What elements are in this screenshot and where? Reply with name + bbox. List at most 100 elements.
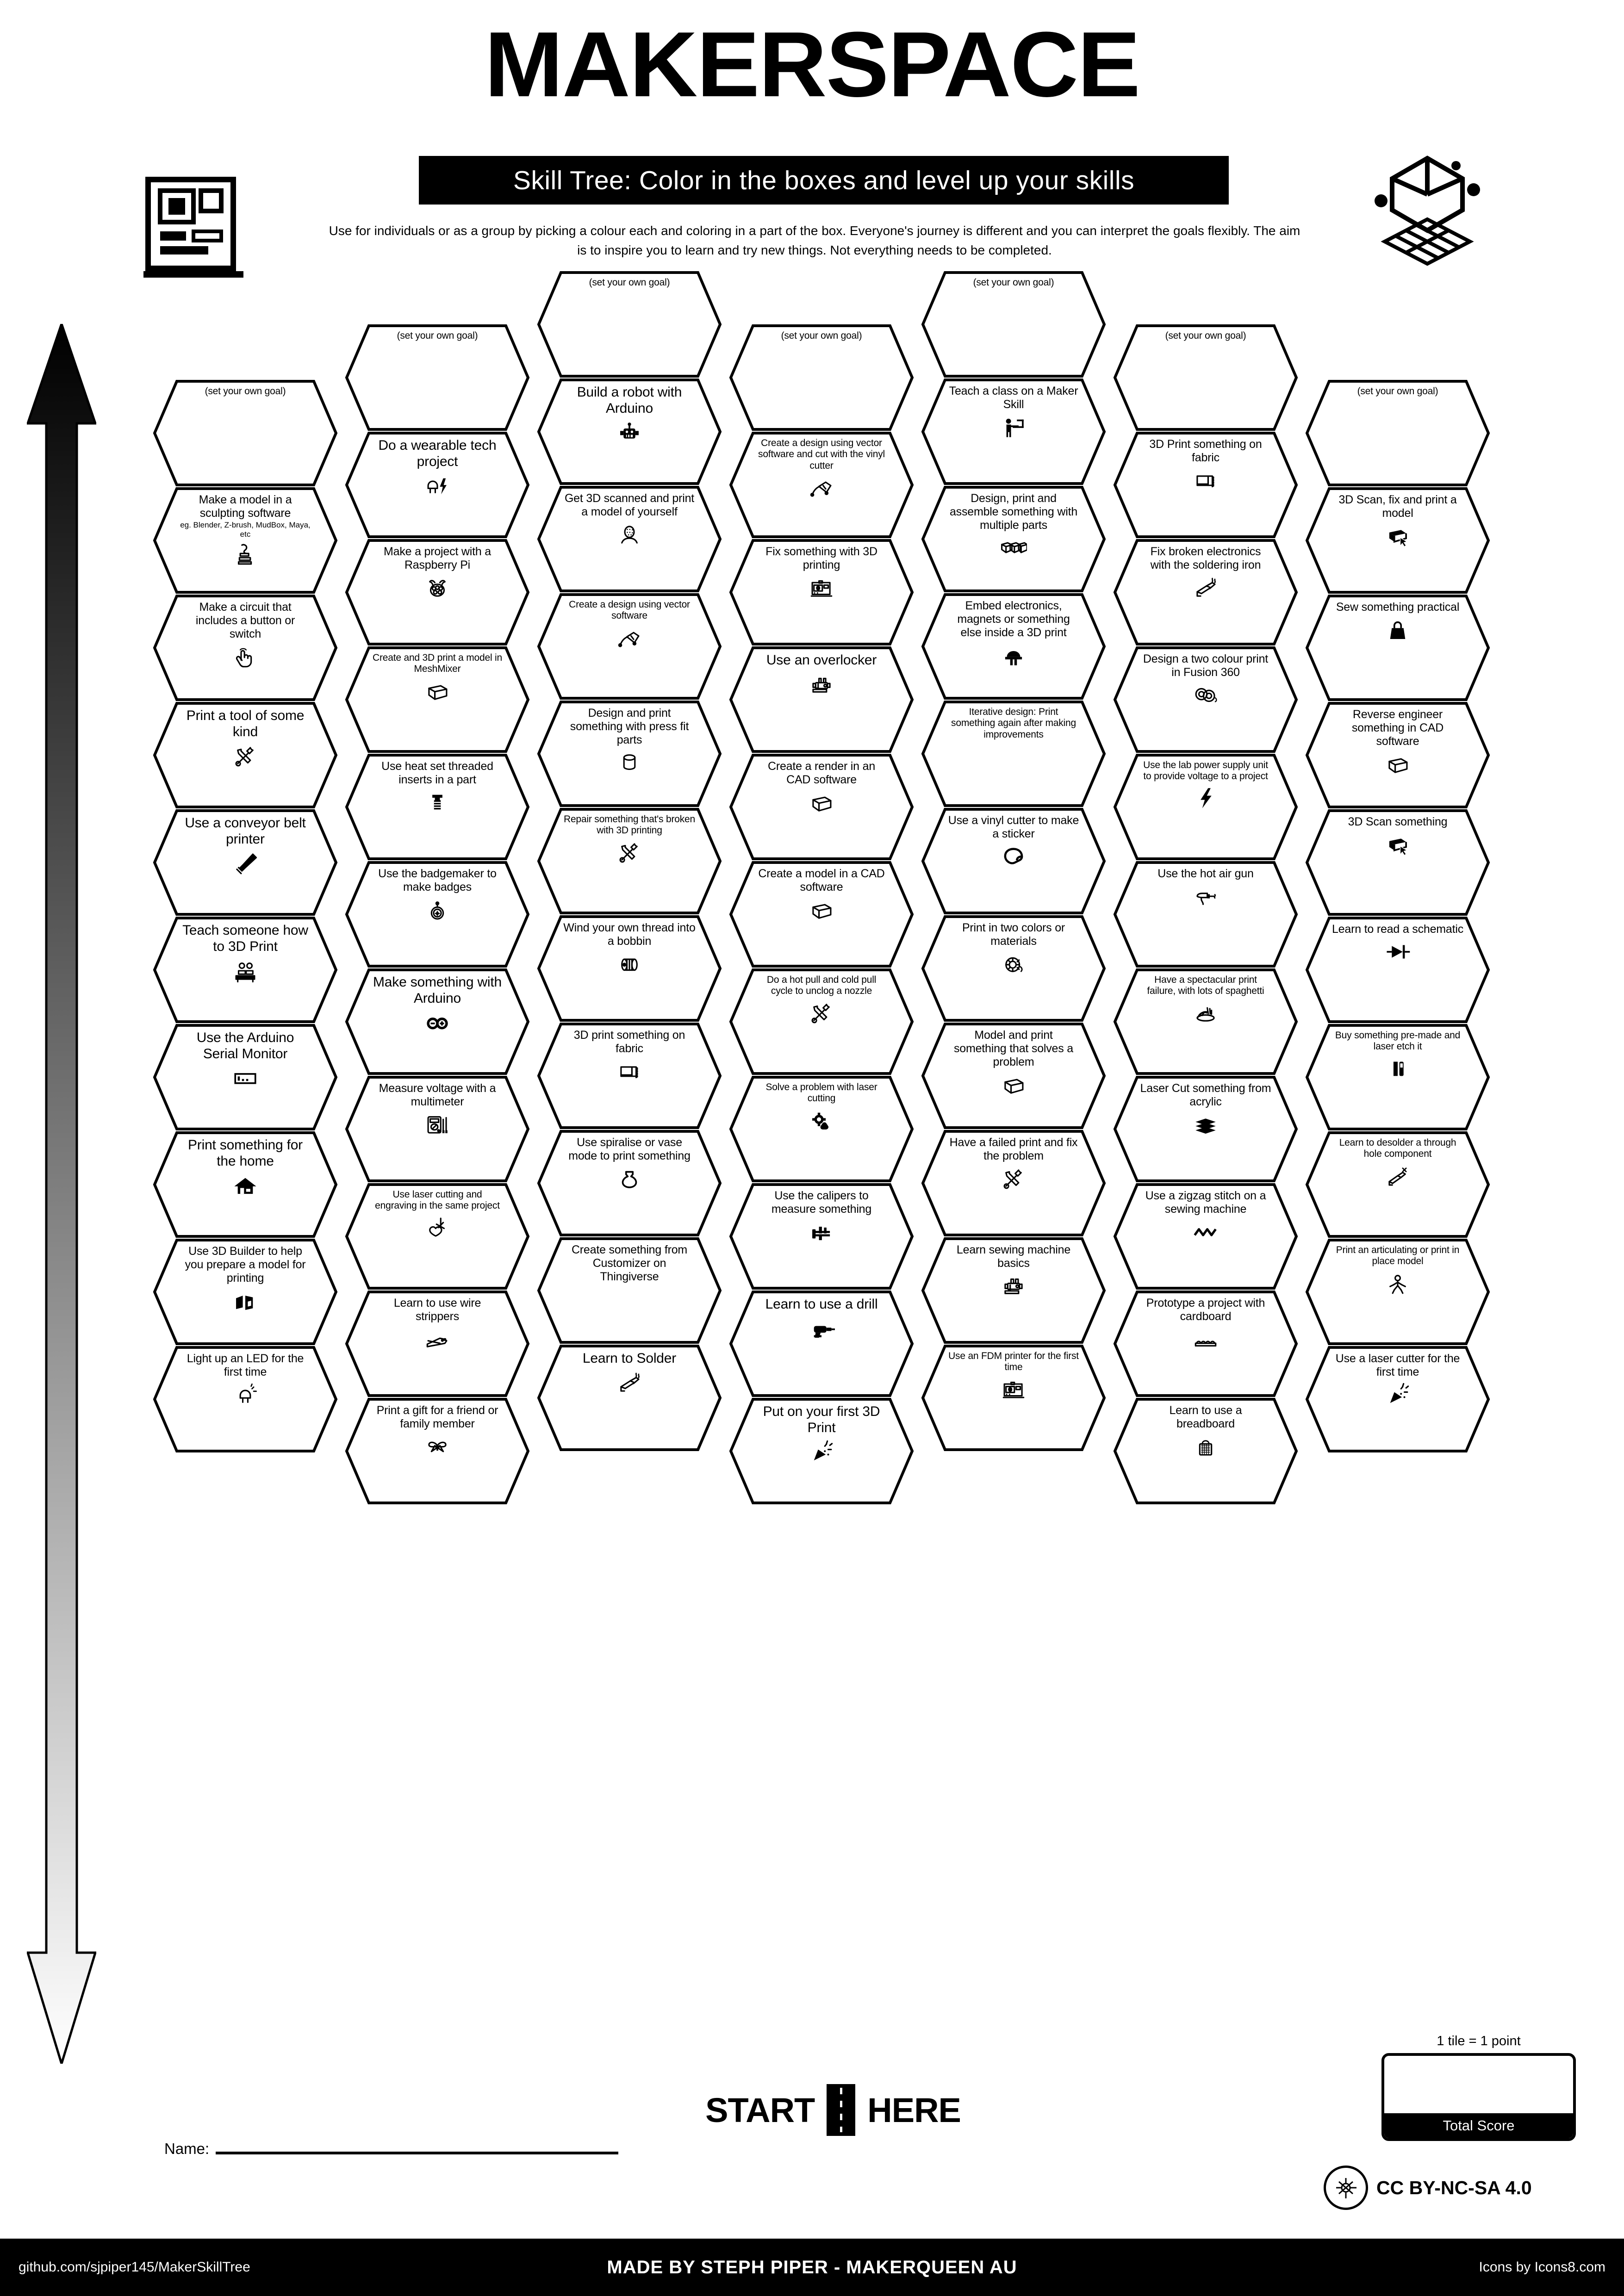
- name-field-row[interactable]: Name:: [164, 2140, 619, 2158]
- skill-tile[interactable]: Use heat set threaded inserts in a part: [345, 753, 530, 861]
- skill-tile[interactable]: Print an articulating or print in place …: [1305, 1238, 1490, 1346]
- skill-tile[interactable]: Wind your own thread into a bobbin: [537, 915, 722, 1022]
- subtitle-text: Skill Tree: Color in the boxes and level…: [513, 165, 1135, 195]
- skill-tile[interactable]: Create a model in a CAD software: [729, 861, 914, 968]
- skill-tile[interactable]: Use the calipers to measure something: [729, 1183, 914, 1290]
- skill-tile[interactable]: Design and print something with press fi…: [537, 700, 722, 807]
- skill-tile[interactable]: (set your own goal): [537, 271, 722, 378]
- skill-tile[interactable]: Use the lab power supply unit to provide…: [1113, 753, 1298, 861]
- skill-tile[interactable]: Use a vinyl cutter to make a sticker: [921, 807, 1106, 915]
- skill-tile[interactable]: (set your own goal): [1113, 324, 1298, 431]
- skill-tile[interactable]: Print in two colors or materials: [921, 915, 1106, 1022]
- skill-tile[interactable]: Make a project with a Raspberry Pi: [345, 539, 530, 646]
- skill-tile[interactable]: 3D Print something on fabric: [1113, 431, 1298, 539]
- total-score-label: Total Score: [1384, 2113, 1573, 2138]
- skill-tile[interactable]: Learn sewing machine basics: [921, 1237, 1106, 1344]
- skill-tile[interactable]: Use 3D Builder to help you prepare a mod…: [153, 1238, 338, 1346]
- skill-tile[interactable]: Use the badgemaker to make badges: [345, 861, 530, 968]
- skill-tile[interactable]: Iterative design: Print something again …: [921, 700, 1106, 807]
- skill-tile[interactable]: Repair something that's broken with 3D p…: [537, 807, 722, 915]
- skill-tile[interactable]: Have a spectacular print failure, with l…: [1113, 968, 1298, 1075]
- footer-credit: MADE BY STEPH PIPER - MAKERQUEEN AU: [607, 2257, 1017, 2277]
- skill-tile[interactable]: Learn to desolder a through hole compone…: [1305, 1131, 1490, 1238]
- skill-tile[interactable]: Do a hot pull and cold pull cycle to unc…: [729, 968, 914, 1075]
- start-here-marker: START HERE: [662, 2082, 1004, 2138]
- skill-tile[interactable]: Sew something practical: [1305, 594, 1490, 701]
- skill-tile[interactable]: Put on your first 3D Print: [729, 1397, 914, 1505]
- skill-tile[interactable]: Learn to use a breadboard: [1113, 1397, 1298, 1505]
- skill-tile[interactable]: Learn to Solder: [537, 1344, 722, 1452]
- here-word: HERE: [867, 2091, 961, 2129]
- skill-tile[interactable]: Use the hot air gun: [1113, 861, 1298, 968]
- 3d-printer-icon: [143, 176, 245, 284]
- skill-tile[interactable]: Print a gift for a friend or family memb…: [345, 1397, 530, 1505]
- skill-tile[interactable]: Use laser cutting and engraving in the s…: [345, 1183, 530, 1290]
- skill-tile[interactable]: Model and print something that solves a …: [921, 1022, 1106, 1129]
- skill-tile[interactable]: Buy something pre-made and laser etch it: [1305, 1024, 1490, 1131]
- cc-badge-icon: [1324, 2166, 1368, 2210]
- score-box: 1 tile = 1 point Total Score: [1381, 2034, 1576, 2141]
- skill-tile[interactable]: Prototype a project with cardboard: [1113, 1290, 1298, 1397]
- skill-tile[interactable]: (set your own goal): [345, 324, 530, 431]
- skill-tile[interactable]: Get 3D scanned and print a model of your…: [537, 485, 722, 593]
- 3d-cube-grid-icon: [1370, 153, 1486, 270]
- skill-tile[interactable]: Create a design using vector software an…: [729, 431, 914, 539]
- skill-tile[interactable]: Make something with Arduino: [345, 968, 530, 1075]
- skill-tile[interactable]: Use spiralise or vase mode to print some…: [537, 1129, 722, 1237]
- license-row: CC BY-NC-SA 4.0: [1324, 2166, 1532, 2210]
- name-label: Name:: [164, 2140, 210, 2157]
- skill-tile[interactable]: Fix something with 3D printing: [729, 539, 914, 646]
- skill-tile[interactable]: Use a conveyor belt printer: [153, 809, 338, 916]
- skill-tile[interactable]: (set your own goal): [921, 271, 1106, 378]
- skill-tile[interactable]: Solve a problem with laser cutting: [729, 1075, 914, 1183]
- skill-tile[interactable]: 3D Scan something: [1305, 809, 1490, 916]
- skill-tile[interactable]: Teach a class on a Maker Skill: [921, 378, 1106, 485]
- skill-tile[interactable]: Embed electronics, magnets or something …: [921, 593, 1106, 700]
- skill-tile[interactable]: Make a circuit that includes a button or…: [153, 594, 338, 701]
- footer-icon-credit[interactable]: Icons by Icons8.com: [1479, 2259, 1605, 2275]
- skill-tile[interactable]: Learn to use wire strippers: [345, 1290, 530, 1397]
- skill-tile[interactable]: Make a model in a sculpting software eg. …: [153, 487, 338, 594]
- skill-tile[interactable]: (set your own goal): [729, 324, 914, 431]
- skill-tile[interactable]: Learn to use a drill: [729, 1290, 914, 1397]
- skill-tile[interactable]: 3D print something on fabric: [537, 1022, 722, 1129]
- skill-tile[interactable]: 3D Scan, fix and print a model: [1305, 487, 1490, 594]
- total-score-frame[interactable]: Total Score: [1381, 2053, 1576, 2141]
- skill-tile[interactable]: Print something for the home: [153, 1131, 338, 1238]
- skill-tile[interactable]: Use the Arduino Serial Monitor: [153, 1024, 338, 1131]
- skill-tile[interactable]: Learn to read a schematic: [1305, 916, 1490, 1024]
- skill-tile[interactable]: (set your own goal): [153, 379, 338, 487]
- footer-bar: github.com/sjpiper145/MakerSkillTree MAD…: [0, 2239, 1624, 2296]
- skill-tile[interactable]: Have a failed print and fix the problem: [921, 1129, 1106, 1237]
- tile-point-note: 1 tile = 1 point: [1437, 2034, 1521, 2048]
- skill-tile[interactable]: Fix broken electronics with the solderin…: [1113, 539, 1298, 646]
- footer-repo-link[interactable]: github.com/sjpiper145/MakerSkillTree: [19, 2259, 250, 2275]
- page-title: MAKERSPACE: [484, 13, 1140, 116]
- skill-tile[interactable]: Use a zigzag stitch on a sewing machine: [1113, 1183, 1298, 1290]
- skill-tile[interactable]: Use an overlocker: [729, 646, 914, 753]
- skill-tile[interactable]: Use a laser cutter for the first time: [1305, 1346, 1490, 1453]
- skill-tile[interactable]: Use an FDM printer for the first time: [921, 1344, 1106, 1452]
- name-input-line[interactable]: [216, 2152, 619, 2154]
- skill-tile[interactable]: Design, print and assemble something wit…: [921, 485, 1106, 593]
- skill-tile[interactable]: Create a render in an CAD software: [729, 753, 914, 861]
- subtitle-banner: Skill Tree: Color in the boxes and level…: [419, 156, 1229, 205]
- skill-tile[interactable]: Design a two colour print in Fusion 360: [1113, 646, 1298, 753]
- difficulty-axis: ADVANCED BASICS: [22, 324, 114, 2296]
- skill-tile[interactable]: Laser Cut something from acrylic: [1113, 1075, 1298, 1183]
- skill-tile[interactable]: Create and 3D print a model in MeshMixer: [345, 646, 530, 753]
- skill-tile[interactable]: Light up an LED for the first time: [153, 1346, 338, 1453]
- skill-tile[interactable]: Create something from Customizer on Thin…: [537, 1237, 722, 1344]
- skill-tile[interactable]: (set your own goal): [1305, 379, 1490, 487]
- skill-tile[interactable]: Do a wearable tech project: [345, 431, 530, 539]
- skill-tile[interactable]: Build a robot with Arduino: [537, 378, 722, 485]
- skill-tile[interactable]: Reverse engineer something in CAD softwa…: [1305, 701, 1490, 809]
- skill-tile[interactable]: Create a design using vector software: [537, 593, 722, 700]
- skill-tile[interactable]: Print a tool of some kind: [153, 701, 338, 809]
- axis-arrow-icon: [27, 324, 96, 2064]
- skill-tile[interactable]: Measure voltage with a multimeter: [345, 1075, 530, 1183]
- skill-tile[interactable]: Teach someone how to 3D Print: [153, 916, 338, 1024]
- start-word: START: [705, 2091, 815, 2129]
